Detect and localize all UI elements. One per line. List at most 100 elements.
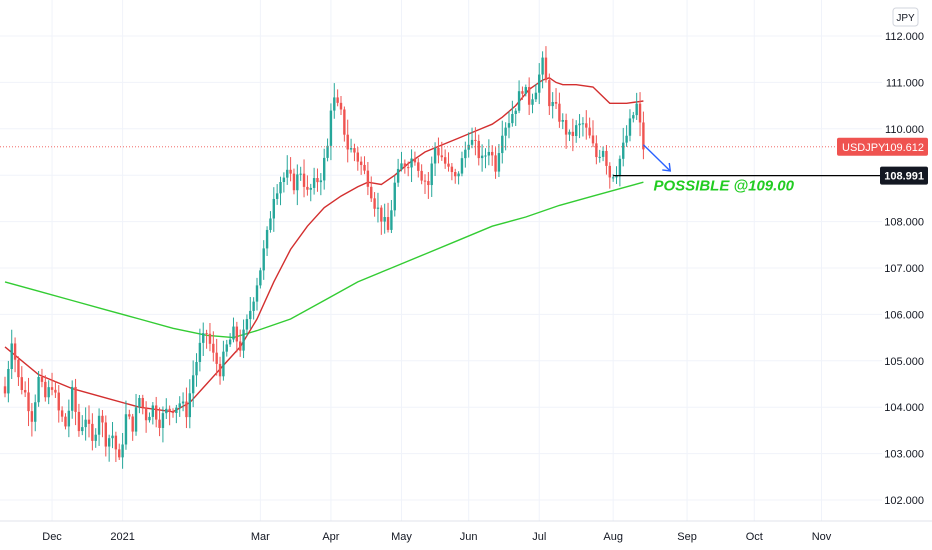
candle-body (326, 145, 329, 158)
candle (628, 109, 632, 142)
candle (454, 168, 457, 184)
candle (524, 84, 527, 97)
candle (595, 135, 598, 165)
candle (407, 161, 410, 177)
candle (144, 401, 148, 433)
candle (534, 83, 538, 103)
candle-body (84, 419, 87, 428)
candle (346, 119, 349, 163)
candle-body (396, 168, 400, 183)
current-price-label: 109.612 (884, 142, 924, 154)
candle (400, 151, 403, 172)
candle (282, 172, 286, 193)
candle-body (393, 182, 396, 211)
candle-body (232, 326, 235, 340)
price-axis: 102.000 103.000 104.000 105.000 106.000 107.0… (837, 0, 932, 550)
candle-body (144, 407, 148, 421)
candle-body (618, 158, 622, 177)
candle-body (568, 131, 571, 135)
candle (571, 118, 575, 152)
candle-body (178, 403, 181, 408)
candle-body (457, 173, 460, 177)
candle-body (54, 389, 57, 393)
candle-body (578, 123, 581, 126)
candle-body (20, 377, 23, 391)
candle-body (561, 120, 564, 122)
currency-label: JPY (896, 13, 915, 24)
candle-body (279, 181, 282, 194)
candle (208, 322, 212, 352)
candle-body (198, 342, 202, 362)
candle-body (390, 210, 393, 230)
candle-body (158, 419, 161, 428)
candle-body (497, 153, 501, 172)
candle-body (13, 343, 17, 360)
candle-body (104, 422, 107, 447)
candle (373, 192, 376, 217)
candle (107, 434, 111, 462)
candle-body (171, 411, 175, 414)
candle-body (188, 393, 191, 418)
candle (511, 100, 514, 127)
candle-body (296, 174, 299, 191)
candle (228, 333, 232, 348)
candle (393, 175, 396, 217)
candle-body (94, 434, 97, 441)
candle-body (299, 173, 302, 175)
candle-body (124, 414, 128, 445)
candle-body (595, 143, 598, 158)
candle-body (635, 103, 638, 116)
candle (336, 89, 339, 107)
candle (27, 377, 30, 427)
candle (608, 162, 611, 189)
candle (460, 151, 464, 177)
candle (554, 88, 558, 110)
symbol-name: USDJPY (842, 142, 886, 154)
candle-body (329, 110, 333, 146)
candle-body (551, 102, 554, 107)
candle-body (450, 166, 454, 173)
candle (427, 172, 430, 199)
currency-badge: JPY (892, 7, 919, 27)
candle (423, 174, 427, 194)
candle-body (77, 411, 81, 432)
candle (413, 151, 417, 166)
candle (188, 379, 191, 429)
level-price-label: 108.991 (884, 171, 924, 183)
candle (104, 415, 107, 457)
candle (507, 111, 511, 139)
candle-body (289, 169, 292, 174)
candle-body (501, 135, 504, 154)
candle (7, 360, 10, 403)
candle-body (407, 167, 410, 169)
candle-body (346, 134, 349, 150)
candle (514, 108, 517, 127)
candle-body (336, 97, 339, 103)
candle-body (272, 198, 275, 219)
symbol-price-tag-bg (837, 137, 928, 156)
candle-body (366, 170, 370, 187)
candle (521, 86, 524, 100)
candle-body (259, 270, 262, 286)
candle (54, 381, 57, 398)
candle-body (376, 207, 380, 209)
candle (561, 113, 564, 130)
candle (440, 141, 443, 161)
candle-body (309, 187, 312, 190)
candle (390, 200, 393, 234)
candle (474, 127, 477, 156)
overlay: POSSIBLE @109.00 (0, 144, 882, 195)
candle-body (40, 376, 44, 382)
candle-body (252, 301, 255, 311)
candle (151, 402, 155, 425)
candle (265, 226, 269, 256)
candle (447, 152, 450, 172)
candle-body (302, 173, 306, 187)
candle-body (403, 163, 407, 168)
candle (504, 122, 507, 151)
candle-body (507, 123, 511, 128)
candle-body (148, 416, 151, 421)
candle (544, 46, 548, 83)
candle (306, 175, 309, 196)
candle-body (585, 123, 588, 128)
